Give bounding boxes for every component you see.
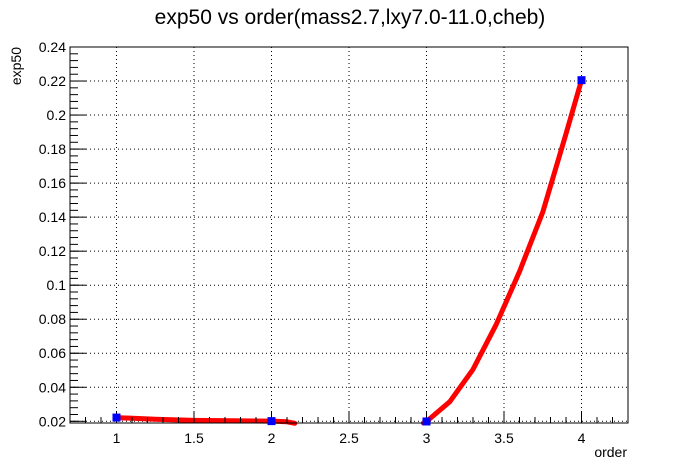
y-axis-label: exp50 (8, 47, 24, 85)
chart-title: exp50 vs order(mass2.7,lxy7.0-11.0,cheb) (155, 6, 546, 29)
x-tick-label: 4 (578, 430, 586, 446)
x-tick-label: 2.5 (339, 430, 359, 446)
x-tick-label: 3.5 (494, 430, 514, 446)
data-point (422, 417, 431, 426)
grid-lines (70, 46, 628, 423)
curve-segment (420, 77, 584, 426)
y-tick-label: 0.16 (39, 175, 66, 191)
y-tick-label: 0.04 (39, 379, 66, 395)
y-tick-label: 0.12 (39, 243, 66, 259)
y-tick-label: 0.06 (39, 345, 66, 361)
y-tick-label: 0.02 (39, 413, 66, 429)
x-tick-label: 1.5 (184, 430, 204, 446)
y-tick-label: 0.18 (39, 141, 66, 157)
data-point (267, 417, 276, 426)
data-point (112, 413, 121, 422)
y-tick-label: 0.24 (39, 39, 66, 55)
y-tick-label: 0.22 (39, 73, 66, 89)
x-tick-label: 1 (113, 430, 121, 446)
y-tick-label: 0.1 (47, 277, 67, 293)
x-tick-label: 2 (268, 430, 276, 446)
y-tick-label: 0.08 (39, 311, 66, 327)
x-axis-label: order (594, 444, 627, 460)
y-tick-label: 0.14 (39, 209, 66, 225)
data-point (577, 76, 586, 85)
y-tick-label: 0.2 (47, 107, 67, 123)
x-tick-label: 3 (423, 430, 431, 446)
data-points (112, 76, 586, 426)
axis-ticks: 1 1.5 2 2.5 3 3.5 4 0.02 0.04 0.06 0.08 0.1 0.12 0.14… (39, 39, 629, 446)
